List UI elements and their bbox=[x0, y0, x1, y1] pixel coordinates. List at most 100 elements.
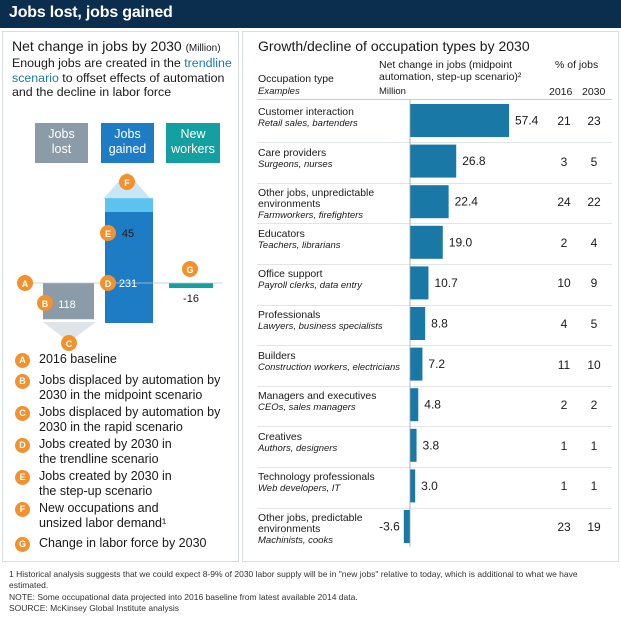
bar-value-label: 19.0 bbox=[449, 235, 473, 249]
occupation-name: Managers and executives bbox=[258, 391, 377, 403]
pct-2030: 4 bbox=[590, 235, 598, 250]
occupation-label: Builders Construction workers, electricia… bbox=[258, 351, 413, 373]
waterfall-chart: F C A B D E G 118 231 45 -16 bbox=[17, 172, 223, 351]
pct-2016: 3 bbox=[560, 154, 568, 169]
marker-b-label: B bbox=[42, 299, 49, 309]
marker-g bbox=[182, 261, 198, 277]
bar-value-label: 57.4 bbox=[515, 114, 539, 128]
bar-creatives bbox=[410, 428, 417, 462]
bar-other-jobs-unpredictable-environments bbox=[410, 185, 449, 219]
occupation-examples: CEOs, sales managers bbox=[258, 402, 356, 414]
legend-dot-f: F bbox=[15, 502, 30, 517]
occupation-examples: Farmworkers, firefighters bbox=[258, 210, 364, 222]
bar-labor-force bbox=[169, 283, 213, 288]
bar-professionals bbox=[410, 307, 426, 340]
legend-dot-b: B bbox=[15, 374, 30, 389]
legend-text-c: Jobs displaced by automation by 2030 in … bbox=[39, 405, 221, 434]
occupation-label: Creatives Authors, designers bbox=[258, 432, 413, 454]
row-separator bbox=[257, 507, 612, 509]
row-separator bbox=[257, 385, 612, 387]
marker-c-label: C bbox=[66, 339, 73, 349]
pct-2016: 1 bbox=[560, 479, 568, 494]
occupation-label: Managers and executives CEOs, sales manag… bbox=[258, 391, 413, 413]
row-separator bbox=[257, 182, 612, 184]
bar-value-label: 3.0 bbox=[421, 479, 438, 493]
legend-dot-a: A bbox=[15, 353, 30, 368]
bar-value-label: -3.6 bbox=[379, 520, 400, 534]
left-panel-title: Net change in jobs by 2030 (Million) bbox=[12, 38, 221, 54]
footnote-1: 1 Historical analysis suggests that we c… bbox=[9, 569, 578, 590]
legend-dot-d: D bbox=[15, 438, 30, 453]
right-panel-title: Growth/decline of occupation types by 20… bbox=[258, 38, 530, 54]
pct-2030: 10 bbox=[587, 357, 601, 372]
pct-2016: 10 bbox=[557, 276, 571, 291]
pct-2016: 2 bbox=[560, 398, 568, 413]
occupation-label: Office support Payroll clerks, data entry bbox=[258, 269, 413, 291]
bar-managers-and-executives bbox=[410, 388, 419, 422]
left-title-unit: (Million) bbox=[185, 43, 221, 54]
occupation-name: Builders bbox=[258, 350, 296, 362]
pct-2030: 1 bbox=[590, 479, 598, 494]
occupation-label: Customer interaction Retail sales, barten… bbox=[258, 107, 413, 129]
bar-value-label: 22.4 bbox=[455, 195, 479, 209]
occupation-name: Office support bbox=[258, 269, 323, 281]
occupation-name: Educators bbox=[258, 228, 305, 240]
marker-a bbox=[17, 275, 33, 291]
occupation-examples: Surgeons, nurses bbox=[258, 158, 333, 170]
occupation-examples: Teachers, librarians bbox=[258, 239, 341, 251]
occupation-examples: Payroll clerks, data entry bbox=[258, 280, 363, 292]
occupation-name: Other jobs, predictable environments bbox=[258, 513, 363, 535]
occupation-examples: Retail sales, bartenders bbox=[258, 118, 358, 129]
row-separator bbox=[257, 345, 612, 347]
pct-2016: 21 bbox=[557, 114, 571, 128]
pct-2016: 2 bbox=[560, 235, 568, 250]
row-separator bbox=[257, 142, 612, 144]
label-jobs-gained: 231 bbox=[119, 278, 137, 290]
occupation-examples: Authors, designers bbox=[258, 442, 338, 454]
col-header-examples: Examples bbox=[258, 86, 300, 97]
cat-lost-l2: lost bbox=[51, 142, 72, 156]
bar-care-providers bbox=[410, 144, 457, 178]
pct-2030: 5 bbox=[590, 317, 598, 331]
occupation-label: Other jobs, predictable environments Mach… bbox=[258, 513, 413, 546]
col-header-net-unit: Million bbox=[379, 86, 406, 97]
occupation-examples: Construction workers, electricians bbox=[258, 361, 401, 373]
intro-text-1: Enough jobs are created in the bbox=[12, 56, 181, 70]
legend-dot-c: C bbox=[15, 406, 30, 421]
cat-lost-l1: Jobs bbox=[48, 127, 75, 141]
intro-highlight: trendline scenario bbox=[12, 56, 232, 85]
cat-gained-l1: Jobs bbox=[114, 127, 141, 141]
bar-value-label: 8.8 bbox=[431, 317, 448, 331]
row-separator bbox=[257, 426, 612, 428]
col-header-2030: 2030 bbox=[582, 86, 606, 98]
marker-d bbox=[100, 275, 116, 291]
category-new-workers: New workers bbox=[166, 123, 220, 163]
cat-new-l1: New bbox=[180, 127, 206, 141]
intro-text-2: to offset effects of automation and the … bbox=[12, 70, 225, 100]
label-step-up: 45 bbox=[122, 228, 134, 240]
legend-text-b: Jobs displaced by automation by 2030 in … bbox=[39, 373, 221, 402]
row-separator bbox=[257, 263, 612, 265]
pct-2016: 23 bbox=[557, 520, 571, 534]
col-header-2016: 2016 bbox=[549, 86, 573, 98]
left-title-text: Net change in jobs by 2030 bbox=[12, 38, 182, 54]
col-header-net-1: Net change in jobs (midpoint bbox=[379, 59, 513, 71]
occupation-examples: Lawyers, business specialists bbox=[258, 321, 383, 332]
occupation-label: Technology professionals Web developers, … bbox=[258, 472, 413, 494]
occupation-name: Customer interaction bbox=[258, 107, 354, 118]
occupation-bar-chart: 57.4 26.8 22.4 19.0 10.7 8.8 7.2 4.8 3.8 3.0 -3.6 bbox=[379, 100, 539, 547]
bar-technology-professionals bbox=[410, 469, 416, 503]
col-header-occupation: Occupation type bbox=[258, 73, 334, 85]
occupation-name: Creatives bbox=[258, 431, 302, 443]
marker-f bbox=[119, 174, 135, 190]
right-panel: Growth/decline of occupation types by 20… bbox=[242, 31, 619, 562]
col-header-net-2: automation, step-up scenario)² bbox=[379, 71, 522, 83]
marker-a-label: A bbox=[22, 279, 29, 289]
pct-2030: 1 bbox=[590, 438, 598, 453]
cat-new-l2: workers bbox=[171, 142, 215, 156]
occupation-label: Other jobs, unpredictable environments Fa… bbox=[258, 188, 413, 221]
footnote-source: SOURCE: McKinsey Global Institute analys… bbox=[9, 603, 180, 613]
bar-other-jobs-predictable-environments bbox=[403, 510, 410, 543]
pct-2016: 11 bbox=[557, 357, 571, 372]
category-jobs-gained: Jobs gained bbox=[101, 123, 154, 163]
